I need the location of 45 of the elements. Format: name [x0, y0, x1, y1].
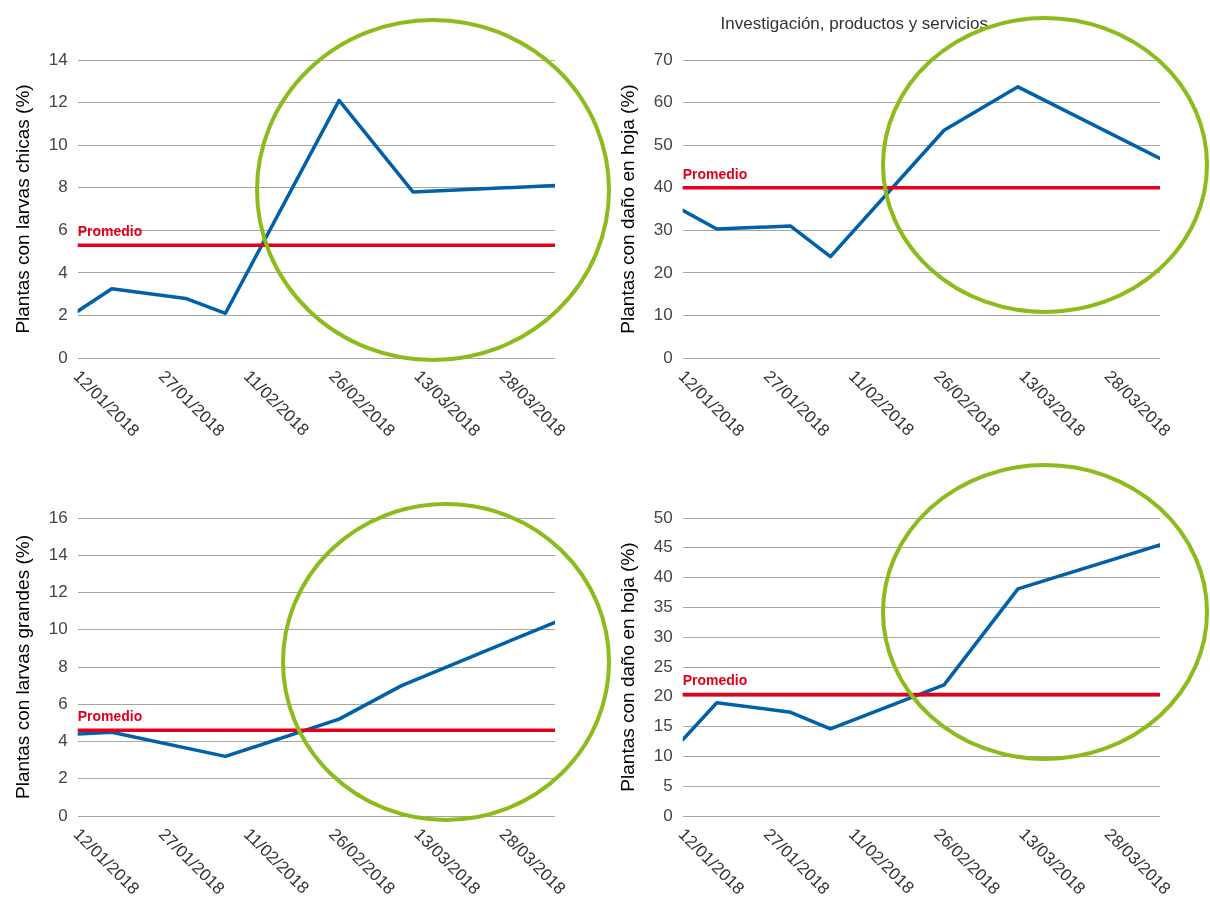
y-tick-label: 25 [653, 656, 673, 676]
text: Investigación, productos y servicios [720, 13, 988, 33]
y-tick-label: 35 [653, 597, 673, 617]
y-tick-label: 8 [58, 177, 68, 197]
y-tick-label: 12 [48, 92, 68, 112]
y-tick-label: 70 [653, 49, 673, 69]
y-tick-label: 20 [653, 686, 673, 706]
y-tick-label: 4 [58, 731, 68, 751]
y-tick-label: 6 [58, 693, 68, 713]
y-tick-label: 30 [653, 626, 673, 646]
ref-line-label: Promedio [77, 708, 143, 725]
y-tick-label: 0 [663, 347, 673, 367]
y-axis-title: Plantas con larvas grandes (%) [11, 534, 33, 800]
y-tick-label: 14 [48, 544, 68, 564]
y-tick-label: 8 [58, 656, 68, 676]
y-tick-label: 2 [58, 768, 68, 788]
y-tick-label: 0 [663, 805, 673, 825]
y-tick-label: 0 [58, 347, 68, 367]
y-tick-label: 60 [653, 92, 673, 112]
y-tick-label: 0 [58, 805, 68, 825]
y-axis-title: Plantas con larvas chicas (%) [11, 84, 33, 334]
y-tick-label: 4 [58, 262, 68, 282]
y-tick-label: 40 [653, 567, 673, 587]
ref-line-label: Promedio [682, 165, 748, 182]
y-tick-label: 2 [58, 305, 68, 325]
y-tick-label: 45 [653, 537, 673, 557]
y-tick-label: 20 [653, 262, 673, 282]
y-tick-label: 30 [653, 219, 673, 239]
y-tick-label: 10 [48, 619, 68, 639]
ref-line-label: Promedio [77, 223, 143, 240]
y-tick-label: 16 [48, 507, 68, 527]
y-tick-label: 10 [653, 305, 673, 325]
y-tick-label: 40 [653, 177, 673, 197]
y-tick-label: 5 [663, 775, 673, 795]
y-axis-title: Plantas con daño en hoja (%) [616, 84, 638, 334]
y-tick-label: 50 [653, 507, 673, 527]
y-tick-label: 10 [653, 746, 673, 766]
y-tick-label: 10 [48, 134, 68, 154]
y-axis-title: Plantas con daño en hoja (%) [616, 542, 638, 792]
y-tick-label: 50 [653, 134, 673, 154]
y-tick-label: 6 [58, 219, 68, 239]
y-tick-label: 14 [48, 49, 68, 69]
y-tick-label: 15 [653, 716, 673, 736]
ref-line-label: Promedio [682, 672, 748, 689]
y-tick-label: 12 [48, 582, 68, 602]
